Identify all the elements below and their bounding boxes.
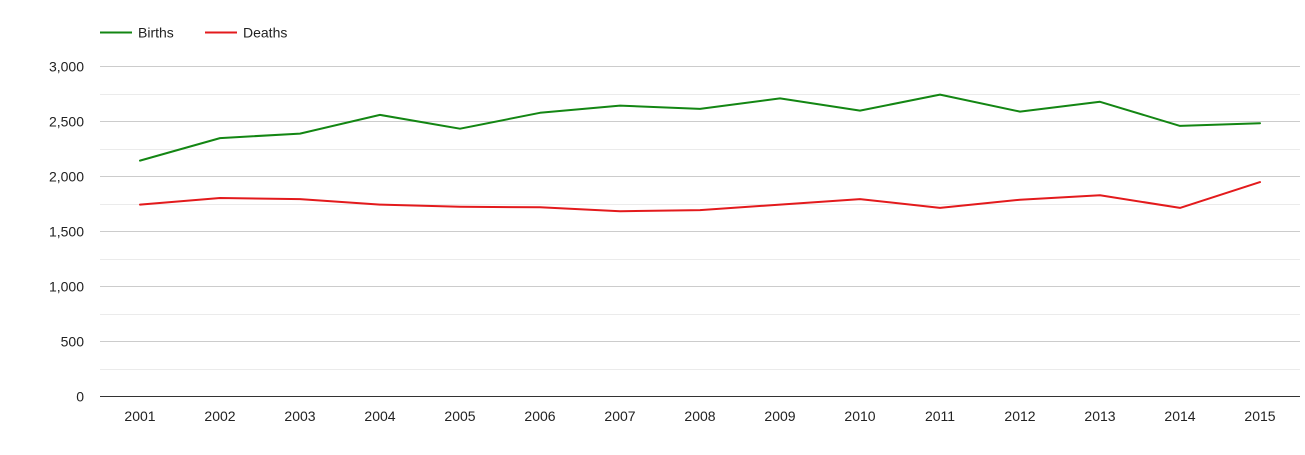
legend-label-births: Births [138,25,174,41]
data-point-deaths [298,197,302,201]
data-point-births [778,96,782,100]
x-tick-label: 2008 [684,408,715,424]
x-tick-label: 2002 [204,408,235,424]
x-tick-label: 2007 [604,408,635,424]
data-point-deaths [938,206,942,210]
series-line-births [139,93,1261,162]
x-tick-label: 2006 [524,408,555,424]
legend-label-deaths: Deaths [243,25,287,41]
y-axis: 0 500 1,000 1,500 2,000 2,500 3,000 [49,59,84,405]
data-point-deaths [538,205,542,209]
data-point-deaths [698,208,702,212]
x-tick-label: 2010 [844,408,875,424]
data-point-deaths [458,205,462,209]
x-tick-label: 2013 [1084,408,1115,424]
x-tick-label: 2005 [444,408,475,424]
data-point-deaths [378,203,382,207]
data-point-deaths [618,209,622,213]
data-point-births [1178,124,1182,128]
gridlines [100,66,1300,370]
data-point-births [218,136,222,140]
x-tick-label: 2014 [1164,408,1195,424]
data-point-births [538,111,542,115]
series-line-deaths [139,181,1261,213]
x-tick-label: 2012 [1004,408,1035,424]
y-tick-label: 3,000 [49,59,84,75]
data-point-births [138,159,142,163]
data-point-births [938,93,942,97]
data-point-births [698,107,702,111]
data-point-deaths [1178,206,1182,210]
data-point-deaths [1098,193,1102,197]
x-tick-label: 2015 [1244,408,1275,424]
data-point-births [618,104,622,108]
x-tick-label: 2009 [764,408,795,424]
data-point-births [1098,100,1102,104]
y-tick-label: 2,000 [49,169,84,185]
x-tick-label: 2004 [364,408,395,424]
x-axis: 2001 2002 2003 2004 2005 2006 2007 2008 2009 2010… [100,396,1300,424]
data-point-births [1258,121,1262,125]
x-tick-label: 2001 [124,408,155,424]
y-tick-label: 500 [61,334,85,350]
data-point-deaths [1018,198,1022,202]
data-point-births [858,109,862,113]
data-point-births [298,132,302,136]
y-tick-label: 1,000 [49,279,84,295]
series-layer [138,93,1262,213]
y-tick-label: 2,500 [49,114,84,130]
y-tick-label: 1,500 [49,224,84,240]
legend: Births Deaths [100,25,287,41]
y-tick-label: 0 [76,389,84,405]
data-point-deaths [1258,180,1262,184]
x-tick-label: 2003 [284,408,315,424]
data-point-deaths [138,203,142,207]
data-point-births [1018,110,1022,114]
data-point-births [378,113,382,117]
data-point-births [458,127,462,131]
data-point-deaths [778,203,782,207]
data-point-deaths [858,197,862,201]
x-tick-label: 2011 [925,408,955,424]
data-point-deaths [218,196,222,200]
